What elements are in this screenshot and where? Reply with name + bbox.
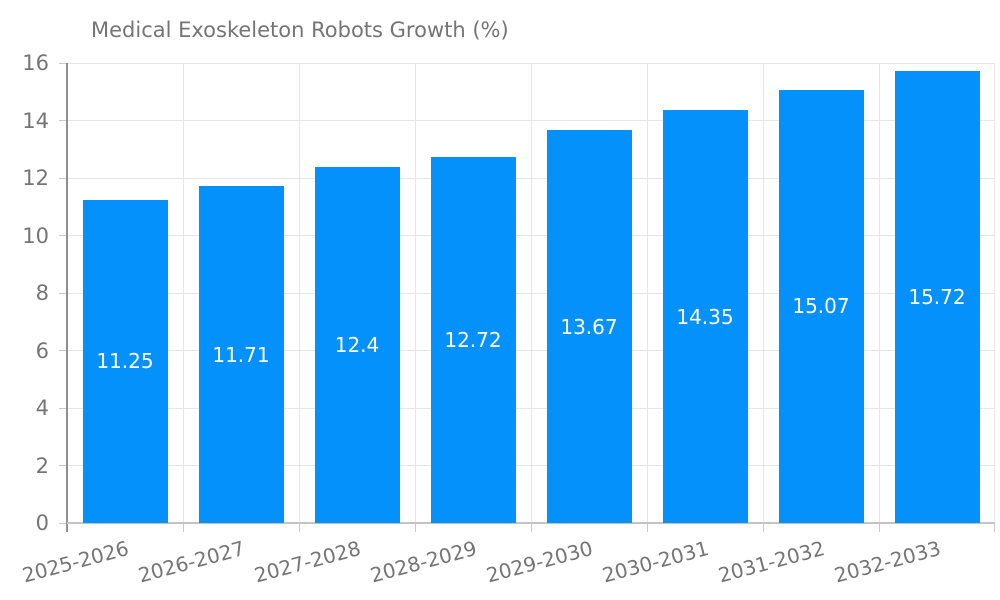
gridline-vertical (530, 63, 532, 523)
y-axis-label: 2 (35, 453, 49, 478)
x-axis-tick (646, 523, 648, 532)
bar-2029-2030[interactable] (546, 130, 632, 523)
x-axis-tick (762, 523, 764, 532)
bar-2027-2028[interactable] (314, 166, 400, 523)
y-axis-label: 8 (35, 281, 49, 305)
y-axis-label: 4 (35, 396, 49, 420)
y-axis-tick (59, 465, 67, 466)
y-axis-line (66, 63, 68, 532)
y-axis-label: 16 (22, 51, 49, 75)
legend-label: Medical Exoskeleton Robots Growth (%) (91, 18, 509, 42)
y-axis-label: 14 (22, 108, 49, 133)
gridline-vertical (414, 63, 416, 523)
y-axis-tick (59, 522, 67, 524)
x-axis-label: 2029-2030 (483, 536, 596, 588)
x-axis-tick (993, 523, 995, 532)
y-axis-tick (59, 62, 67, 64)
bar-2026-2027[interactable] (198, 186, 284, 523)
x-axis-label: 2030-2031 (599, 536, 712, 588)
gridline-vertical (646, 63, 648, 523)
y-axis-tick (59, 120, 67, 121)
x-axis-label: 2025-2026 (19, 536, 132, 588)
bar-2028-2029[interactable] (430, 157, 516, 523)
x-axis-label: 2031-2032 (715, 536, 828, 588)
bar-2030-2031[interactable] (662, 110, 748, 523)
x-axis-tick (878, 523, 880, 532)
x-axis-tick (298, 523, 300, 532)
y-axis-tick (59, 235, 67, 236)
gridline-vertical (762, 63, 764, 523)
y-axis-tick (59, 177, 67, 179)
bar-2032-2033[interactable] (894, 71, 980, 523)
y-axis-tick (59, 292, 67, 294)
x-axis-label: 2028-2029 (367, 536, 480, 588)
x-axis-label: 2032-2033 (831, 536, 944, 588)
x-axis-tick (182, 523, 184, 532)
gridline-vertical (993, 63, 995, 523)
bar-2025-2026[interactable] (82, 199, 168, 523)
legend[interactable]: Medical Exoskeleton Robots Growth (%) (0, 18, 509, 42)
x-axis-label: 2026-2027 (135, 536, 248, 588)
x-axis-line (67, 522, 995, 524)
x-axis-tick (530, 523, 532, 532)
x-axis-label: 2027-2028 (251, 536, 364, 588)
y-axis-tick (59, 407, 67, 409)
gridline-vertical (182, 63, 184, 523)
y-axis-label: 6 (35, 338, 49, 363)
plot-area: 0 2 4 6 8 10 12 14 16 11.25 2025-2026 11.71 2026-202… (20, 51, 995, 587)
bar-2031-2032[interactable] (778, 89, 864, 523)
gridline-vertical (878, 63, 880, 523)
y-axis-label: 0 (35, 511, 49, 535)
gridline-vertical (298, 63, 300, 523)
y-axis-label: 10 (22, 223, 49, 248)
x-axis-tick (414, 523, 416, 532)
legend-swatch (0, 19, 78, 42)
y-axis-label: 12 (22, 166, 49, 190)
y-axis-tick (59, 350, 67, 351)
